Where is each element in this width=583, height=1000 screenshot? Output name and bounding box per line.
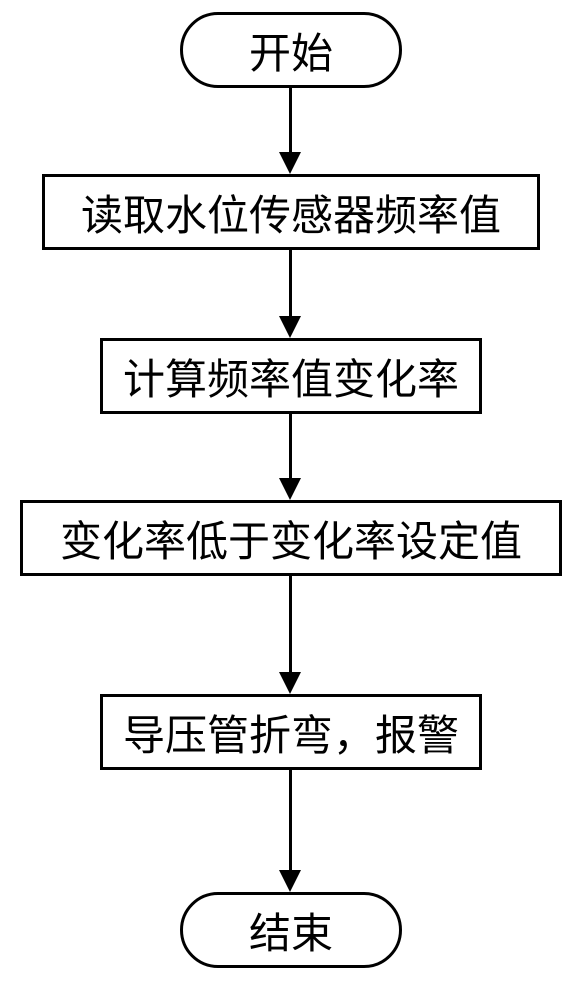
arrow-head: [279, 316, 301, 338]
arrow-head: [279, 672, 301, 694]
arrow-line: [289, 414, 292, 478]
arrow-line: [289, 88, 292, 152]
flowchart-container: 开始 读取水位传感器频率值 计算频率值变化率 变化率低于变化率设定值 导压管折弯…: [0, 0, 583, 1000]
arrow-line: [289, 250, 292, 316]
arrow-line: [289, 576, 292, 672]
start-terminator: 开始: [180, 12, 402, 88]
compare-process: 变化率低于变化率设定值: [20, 500, 562, 576]
end-terminator: 结束: [180, 892, 402, 968]
read-label: 读取水位传感器频率值: [81, 182, 501, 243]
end-label: 结束: [249, 900, 333, 961]
arrow-line: [289, 770, 292, 870]
calc-process: 计算频率值变化率: [100, 338, 482, 414]
arrow-head: [279, 478, 301, 500]
start-label: 开始: [249, 20, 333, 81]
alarm-label: 导压管折弯，报警: [123, 702, 459, 763]
calc-label: 计算频率值变化率: [123, 346, 459, 407]
read-process: 读取水位传感器频率值: [42, 174, 540, 250]
arrow-head: [279, 152, 301, 174]
arrow-head: [279, 870, 301, 892]
compare-label: 变化率低于变化率设定值: [60, 508, 522, 569]
alarm-process: 导压管折弯，报警: [100, 694, 482, 770]
